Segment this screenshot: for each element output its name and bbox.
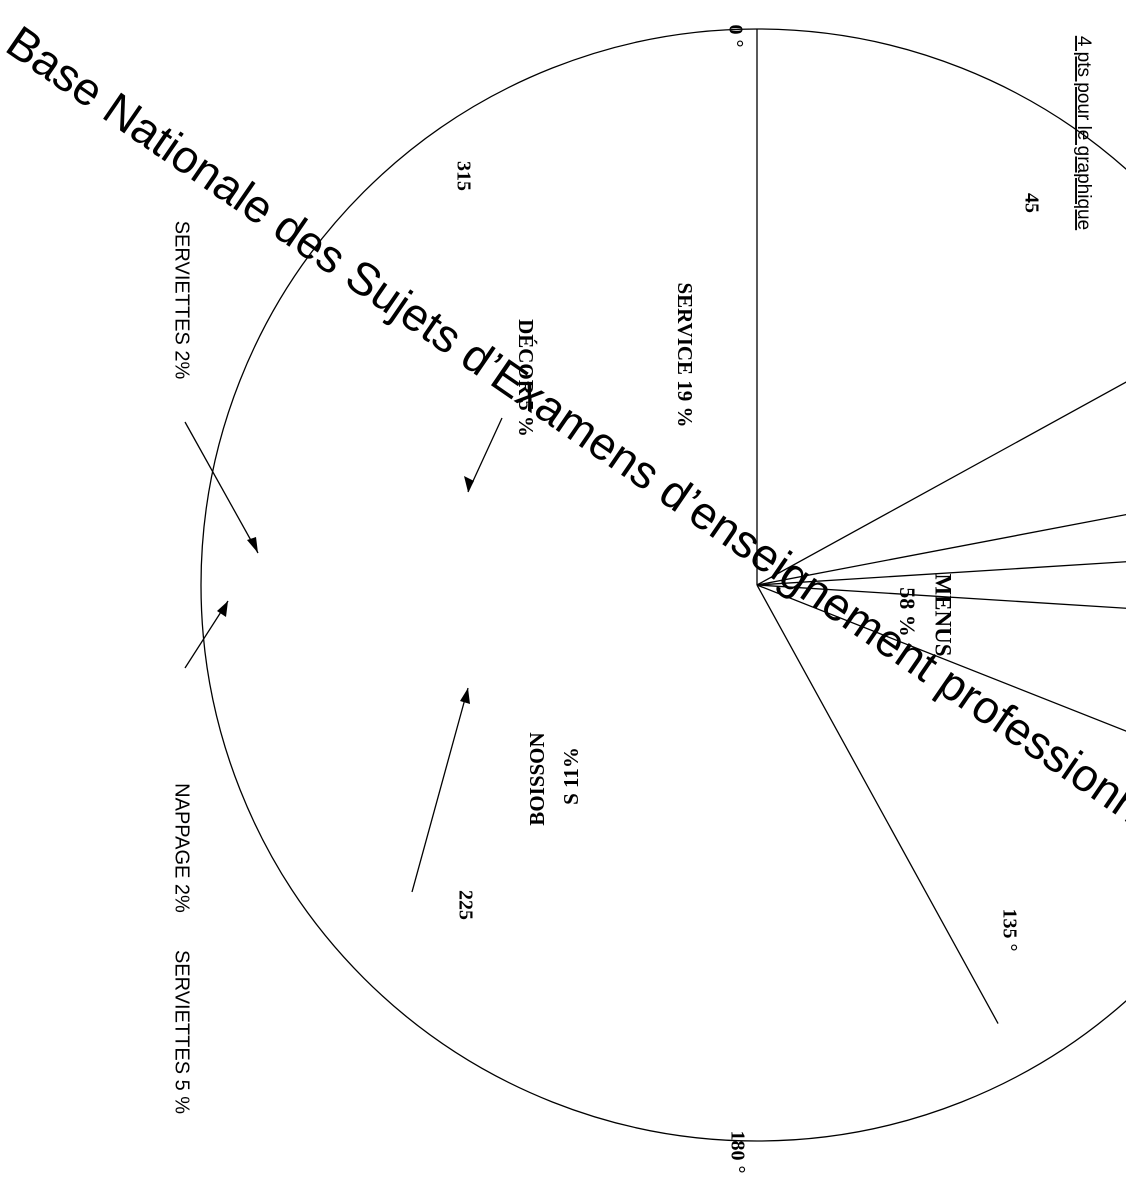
slice-boundary-2 <box>756 584 1126 732</box>
watermark: Base Nationale des Sujets d’Examens d’en… <box>0 15 1126 853</box>
slice-boundary-1 <box>756 584 999 1024</box>
angle-label-0: 0 ° <box>724 25 746 48</box>
slice-label-menus: MENUS <box>931 573 956 656</box>
arrow-serviettes-5-head <box>460 688 470 704</box>
slice-boundary-6 <box>756 381 1126 586</box>
angle-label-180: 180 ° <box>726 1131 748 1174</box>
slice-percent-menus: 58 % <box>895 587 920 637</box>
slice-label-serviettes-5: SERVIETTES 5 % <box>171 950 193 1114</box>
arrow-decor-head <box>464 476 474 492</box>
pie-outline <box>200 28 1126 1142</box>
angle-label-135: 135 ° <box>998 909 1020 952</box>
slice-label-nappage: NAPPAGE 2% <box>171 783 193 913</box>
arrow-decor <box>467 417 503 493</box>
arrow-serviettes-2 <box>184 421 259 554</box>
slice-boundary-5 <box>756 513 1126 586</box>
grading-note: 4 pts pour le graphique <box>1073 36 1094 230</box>
angle-label-315: 315 <box>452 161 474 191</box>
slice-label-boisson-1: BOISSON <box>525 732 549 825</box>
slice-label-service: SERVICE 19 % <box>673 282 697 427</box>
angle-label-225: 225 <box>454 890 476 920</box>
slice-boundary-4 <box>756 561 1126 586</box>
slice-boundaries <box>756 29 1126 1024</box>
arrow-nappage-head <box>217 601 228 617</box>
slice-label-boisson-2: S 11% <box>559 747 583 805</box>
arrow-serviettes-2-head <box>247 537 258 553</box>
slice-label-decor: DÉCOR 5 % <box>514 319 538 437</box>
angle-label-45: 45 <box>1020 193 1042 213</box>
slice-label-serviettes-2: SERVIETTES 2% <box>171 221 193 380</box>
leader-arrows <box>184 417 503 893</box>
arrow-serviettes-5 <box>411 687 469 893</box>
slice-boundary-3 <box>756 584 1126 609</box>
